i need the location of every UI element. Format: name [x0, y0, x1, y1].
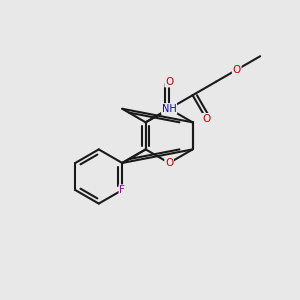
Text: O: O — [202, 114, 210, 124]
Text: O: O — [232, 65, 241, 75]
Text: NH: NH — [162, 104, 176, 114]
Text: O: O — [165, 158, 173, 168]
Text: O: O — [165, 77, 173, 87]
Text: F: F — [119, 185, 125, 195]
